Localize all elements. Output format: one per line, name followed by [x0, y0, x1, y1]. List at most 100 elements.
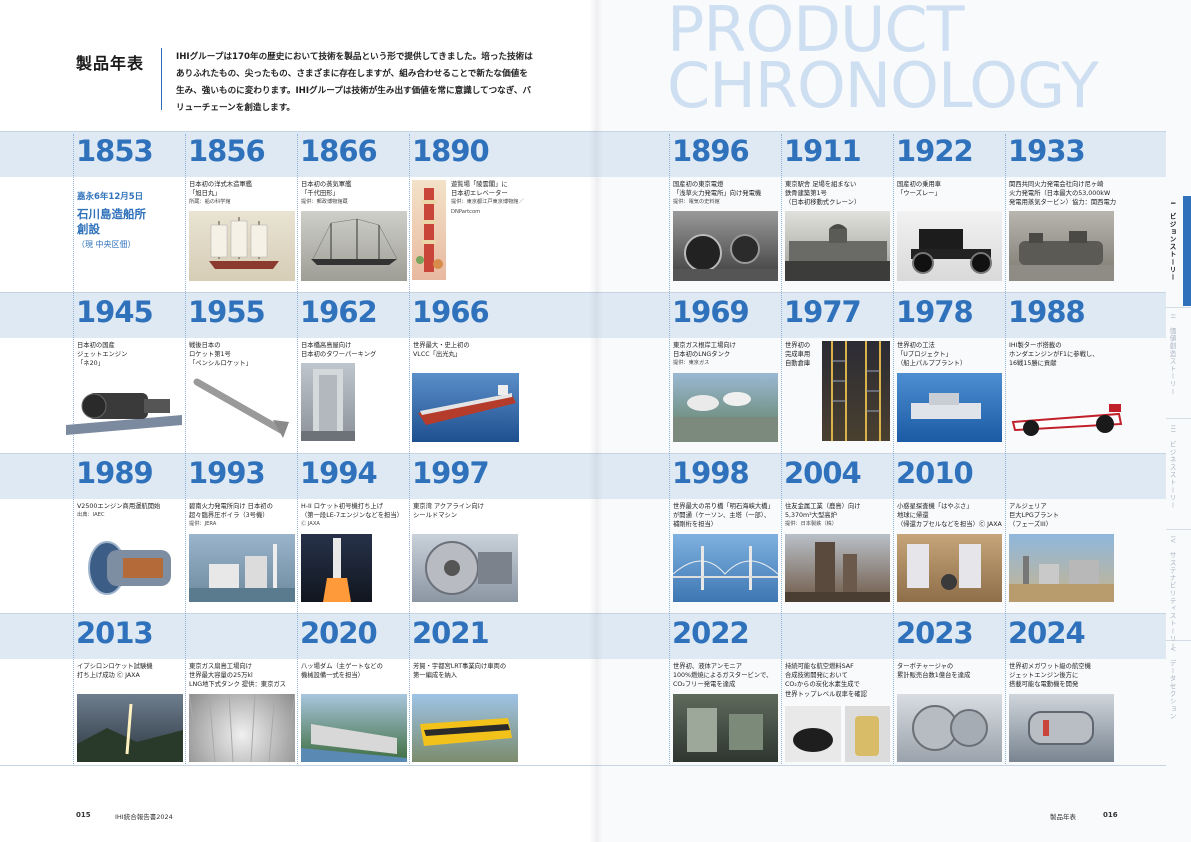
photo-tokyo-station: [785, 211, 890, 281]
active-tab-indicator: [1183, 196, 1191, 306]
footer-left-page-number: 015: [76, 811, 91, 819]
column-line: [73, 134, 74, 764]
caption-1933: 関西共同火力発電会社向け尼ヶ崎 火力発電所（日本最大の53,000kW 発電用蒸気タ…: [1009, 181, 1117, 207]
column-line: [297, 134, 298, 764]
tab-business-story[interactable]: III ビジネスストーリー: [1168, 425, 1176, 510]
year-1989: 1989: [76, 456, 154, 490]
year-1890: 1890: [412, 134, 490, 168]
photo-steam-turbine: [1009, 211, 1114, 281]
footer-right-page-number: 016: [1103, 811, 1118, 819]
photo-akashi-bridge: [673, 534, 778, 602]
tab-data-section[interactable]: V データセクション: [1168, 647, 1176, 721]
year-1856: 1856: [188, 134, 266, 168]
caption-1988: IHI製ターボ搭載の ホンダエンジンがF1に参戦し、 16戦15勝に貢献: [1009, 342, 1099, 368]
year-1896: 1896: [672, 134, 750, 168]
column-line: [669, 134, 670, 764]
founding-date: 嘉永6年12月5日: [77, 192, 144, 202]
page-spine: [589, 0, 603, 842]
photo-ammonia-gas-turbine: [673, 694, 778, 762]
photo-saf-catalyst: [785, 706, 841, 762]
tab-divider: [1166, 418, 1191, 419]
intro-text: IHIグループは170年の歴史において技術を製品という形で提供してきました。培っ…: [176, 52, 533, 113]
photo-automated-warehouse: [822, 341, 890, 441]
caption-1911: 東京駅舎 足場を組まない 鉄骨建築第1号 （日本初移動式クレーン）: [785, 181, 861, 207]
caption-2022-saf: 持続可能な航空燃料SAF 合成技術開発において CO₂からの炭化水素生成で 世界トップ…: [785, 663, 867, 698]
tab-sustainability-story[interactable]: IV サステナビリティストーリー: [1168, 536, 1176, 651]
caption-1998: 世界最大の吊り橋「明石海峡大橋」 が開通（ケーソン、主塔（一部）、 補剛桁を担当）: [673, 503, 774, 529]
photo-idemitsu-maru: [412, 373, 519, 442]
caption-2020-lng: 東京ガス扇島工場向け 世界最大容量の25万kl LNG地下式タンク 提供：東京ガス: [189, 663, 286, 689]
product-chronology-title: PRODUCT CHRONOLOGY: [667, 0, 1099, 122]
divider: [0, 613, 1166, 614]
year-1866: 1866: [300, 134, 378, 168]
caption-1993: 碧南火力発電所向け 日本初の 超々臨界圧ボイラ（3号機） 提供：JERA: [189, 503, 273, 528]
photo-wolseley-car: [897, 211, 1002, 281]
founding-block: 嘉永6年12月5日 石川島造船所 創設 （現 中央区佃）: [77, 190, 177, 250]
year-2024: 2024: [1008, 616, 1086, 650]
tab-divider: [1166, 307, 1191, 308]
column-line: [1005, 134, 1006, 764]
tab-value-creation-story[interactable]: II 価値創造ストーリー: [1168, 314, 1176, 396]
year-1993: 1993: [188, 456, 266, 490]
year-1945: 1945: [76, 295, 154, 329]
caption-1866: 日本初の蒸気軍艦 「千代田形」 提供：郵政博物館蔵: [301, 181, 352, 206]
photo-hayabusa-capsule: [897, 534, 1002, 602]
year-band-row1: [0, 131, 1166, 177]
year-1911: 1911: [784, 134, 862, 168]
year-1955: 1955: [188, 295, 266, 329]
founding-name-1: 石川島造船所: [77, 207, 146, 221]
caption-1997: 東京湾 アクアライン向け シールドマシン: [413, 503, 484, 520]
caption-2023: ターボチャージャの 累計販売台数1億台を達成: [897, 663, 971, 680]
caption-1890: 遊覧場「陵雲閣」に 日本初エレベーター 提供：東京都江戸東京博物館／DNPartco…: [451, 181, 524, 215]
photo-ne20-engine: [64, 375, 184, 440]
caption-2010: 小惑星探査機「はやぶさ」 地球に帰還 （帰還カプセルなどを担当）Ⓒ JAXA: [897, 503, 1002, 529]
year-2023: 2023: [896, 616, 974, 650]
caption-1969: 東京ガス根岸工場向け 日本初のLNGタンク 提供：東京ガス: [673, 342, 736, 367]
tab-vision-story[interactable]: I ビジョンストーリー: [1168, 202, 1176, 282]
caption-1922: 国産初の乗用車 「ウーズレー」: [897, 181, 942, 198]
photo-saf-liquid: [845, 706, 890, 762]
year-2004: 2004: [784, 456, 862, 490]
caption-2004: 住友金属工業（鹿島）向け 5,370m³大型高炉 提供：日本製鉄（株）: [785, 503, 861, 528]
year-2013: 2013: [76, 616, 154, 650]
year-band-row2: [0, 292, 1166, 338]
photo-pencil-rocket: [189, 372, 294, 442]
title-line-2: CHRONOLOGY: [667, 49, 1099, 122]
column-line: [893, 134, 894, 764]
photo-electric-motor: [1009, 694, 1114, 762]
heading-divider: [161, 48, 162, 110]
photo-steam-warship: [301, 211, 407, 281]
year-band-row3: [0, 453, 1166, 499]
year-2010: 2010: [896, 456, 974, 490]
caption-1856: 日本初の洋式木造軍艦 「旭日丸」 所蔵：船の科学館: [189, 181, 252, 206]
photo-underground-lng-tank: [189, 694, 295, 762]
photo-algeria-lpg-plant: [1009, 534, 1114, 602]
photo-turbocharger: [897, 694, 1002, 762]
caption-1962: 日本橋高島屋向け 日本初のタワーパーキング: [301, 342, 377, 359]
photo-blast-furnace: [785, 534, 890, 602]
year-1853: 1853: [76, 134, 154, 168]
caption-1977: 世界初の 完成車用 自動倉庫: [785, 342, 811, 368]
caption-1955: 戦後日本の ロケット第1号 「ペンシルロケット」: [189, 342, 252, 368]
divider: [0, 131, 1166, 132]
caption-1896: 国産初の東京電燈 「浅草火力発電所」向け発電機 提供：電気の史料館: [673, 181, 762, 206]
photo-shield-machine: [412, 534, 518, 602]
caption-2024: 世界初メガワット級の航空機 ジェットエンジン後方に 搭載可能な電動機を開発: [1009, 663, 1091, 689]
column-line: [185, 134, 186, 764]
year-2020: 2020: [300, 616, 378, 650]
column-line: [409, 134, 410, 764]
section-heading: 製品年表: [76, 54, 145, 73]
year-1969: 1969: [672, 295, 750, 329]
photo-yamba-dam: [301, 694, 407, 762]
title-line-1: PRODUCT: [667, 0, 965, 66]
photo-lrt-train: [412, 694, 518, 762]
photo-generator: [673, 211, 778, 281]
caption-2020-dam: 八ッ場ダム（主ゲートなどの 機械設備一式を担当）: [301, 663, 383, 680]
caption-2010-algeria: アルジェリア 巨大LPGプラント （フェーズIII）: [1009, 503, 1059, 529]
year-1977: 1977: [784, 295, 862, 329]
divider: [0, 453, 1166, 454]
caption-1994: H-II ロケット初号機打ち上げ （第一段LE-7エンジンなどを担当） Ⓒ JAXA: [301, 503, 403, 528]
footer-section-name: 製品年表: [1050, 813, 1076, 821]
caption-1989: V2500エンジン商用運航開始 出典：IAEC: [77, 503, 161, 519]
year-1962: 1962: [300, 295, 378, 329]
